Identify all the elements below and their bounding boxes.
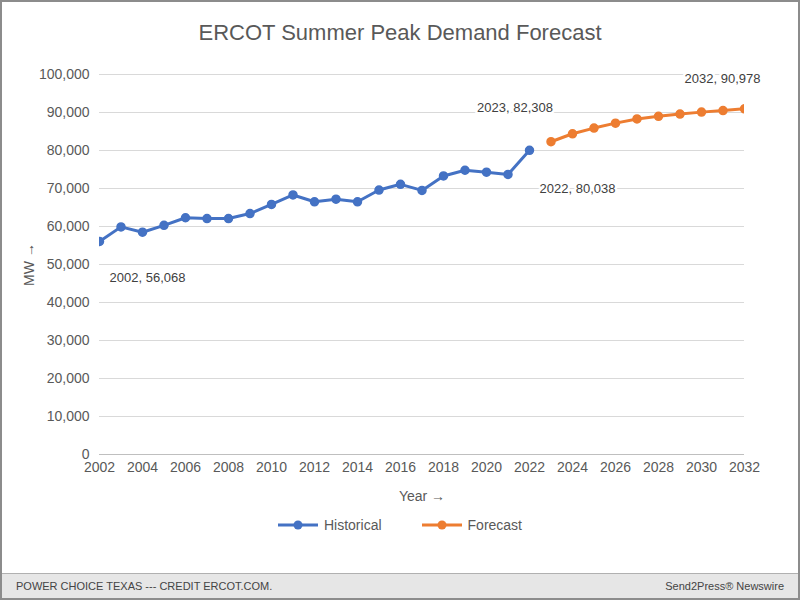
- svg-text:2020: 2020: [471, 459, 502, 475]
- svg-text:2012: 2012: [299, 459, 330, 475]
- svg-text:2002, 56,068: 2002, 56,068: [110, 270, 186, 285]
- svg-text:2010: 2010: [256, 459, 287, 475]
- svg-text:2032, 90,978: 2032, 90,978: [685, 71, 761, 86]
- svg-text:50,000: 50,000: [47, 256, 90, 272]
- html-text:Send2Press® Newswire: Send2Press® Newswire: [665, 580, 784, 592]
- svg-text:2018: 2018: [428, 459, 459, 475]
- svg-text:2026: 2026: [600, 459, 631, 475]
- svg-text:40,000: 40,000: [47, 294, 90, 310]
- svg-text:2028: 2028: [643, 459, 674, 475]
- svg-text:2030: 2030: [686, 459, 717, 475]
- svg-text:2008: 2008: [213, 459, 244, 475]
- svg-text:70,000: 70,000: [47, 180, 90, 196]
- svg-text:2022, 80,038: 2022, 80,038: [540, 181, 616, 196]
- svg-text:30,000: 30,000: [47, 332, 90, 348]
- svg-text:100,000: 100,000: [39, 66, 90, 82]
- svg-text:2004: 2004: [127, 459, 158, 475]
- svg-text:80,000: 80,000: [47, 142, 90, 158]
- svg-text:2006: 2006: [170, 459, 201, 475]
- html-text:Historical: Historical: [324, 517, 382, 533]
- svg-text:60,000: 60,000: [47, 218, 90, 234]
- html-text:Forecast: Forecast: [467, 517, 522, 533]
- html-text:POWER CHOICE TEXAS --- CREDIT: POWER CHOICE TEXAS --- CREDIT ERCOT.COM.: [16, 580, 273, 592]
- svg-text:20,000: 20,000: [47, 370, 90, 386]
- svg-text:2022: 2022: [514, 459, 545, 475]
- svg-text:2014: 2014: [342, 459, 373, 475]
- svg-text:2023, 82,308: 2023, 82,308: [477, 100, 553, 115]
- svg-text:MW →: MW →: [21, 243, 37, 286]
- svg-text:Year →: Year →: [399, 488, 445, 504]
- svg-text:2002: 2002: [84, 459, 115, 475]
- svg-text:2032: 2032: [729, 459, 760, 475]
- svg-text:90,000: 90,000: [47, 104, 90, 120]
- svg-text:10,000: 10,000: [47, 408, 90, 424]
- svg-text:0: 0: [81, 446, 90, 462]
- html-text:ERCOT Summer Peak Demand Forec: ERCOT Summer Peak Demand Forecast: [198, 20, 602, 45]
- svg-text:2024: 2024: [557, 459, 588, 475]
- svg-text:2016: 2016: [385, 459, 416, 475]
